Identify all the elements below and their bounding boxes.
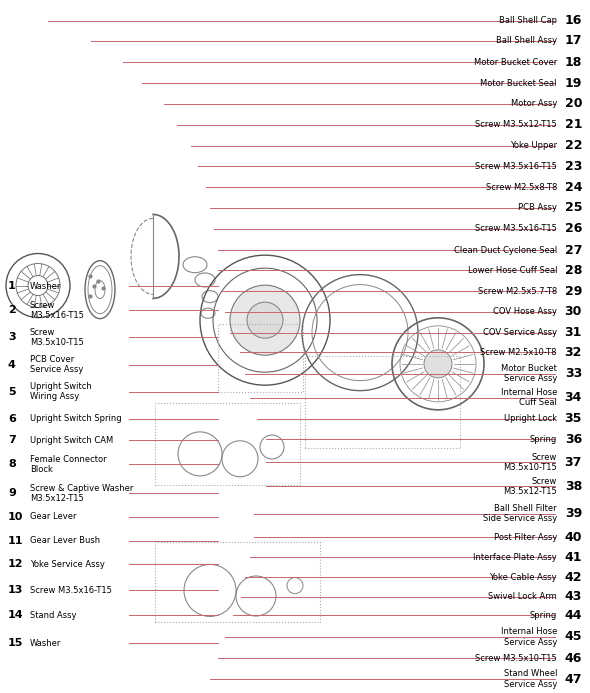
Text: Screw M3.5x16-T15: Screw M3.5x16-T15 [30,586,112,595]
Text: 39: 39 [565,507,582,520]
Text: Screw
M3.5x16-T15: Screw M3.5x16-T15 [30,301,84,320]
Text: Screw M2.5x8-T8: Screw M2.5x8-T8 [486,183,557,191]
Text: 19: 19 [565,77,582,89]
Text: 30: 30 [565,306,582,318]
Text: Upright Lock: Upright Lock [504,414,557,423]
Text: Washer: Washer [30,639,61,647]
Text: 40: 40 [565,531,582,543]
Text: 24: 24 [565,181,582,193]
Text: Motor Bucket Cover: Motor Bucket Cover [474,58,557,67]
Text: Screw M2.5x10-T8: Screw M2.5x10-T8 [480,348,557,356]
Text: 28: 28 [565,264,582,277]
Text: Ball Shell Assy: Ball Shell Assy [496,37,557,45]
Text: Motor Bucket
Service Assy: Motor Bucket Service Assy [501,364,557,383]
Text: 12: 12 [8,559,24,569]
Text: Gear Lever: Gear Lever [30,513,77,521]
Text: 41: 41 [565,551,582,563]
Text: Female Connector
Block: Female Connector Block [30,455,107,474]
Text: 42: 42 [565,571,582,584]
Text: Screw M3.5x16-T15: Screw M3.5x16-T15 [475,225,557,233]
Text: 23: 23 [565,160,582,173]
Text: 2: 2 [8,306,16,315]
Text: 46: 46 [565,652,582,665]
Text: Screw & Captive Washer
M3.5x12-T15: Screw & Captive Washer M3.5x12-T15 [30,484,133,503]
Text: Lower Hose Cuff Seal: Lower Hose Cuff Seal [467,266,557,274]
Text: Gear Lever Bush: Gear Lever Bush [30,536,100,545]
Text: Motor Assy: Motor Assy [510,100,557,108]
Text: Screw
M3.5x10-T15: Screw M3.5x10-T15 [30,328,84,347]
Text: 9: 9 [8,489,16,498]
Text: Screw M3.5x12-T15: Screw M3.5x12-T15 [476,121,557,129]
Text: 37: 37 [565,456,582,468]
Text: 15: 15 [8,638,24,648]
Text: Internal Hose
Service Assy: Internal Hose Service Assy [501,627,557,647]
Text: 8: 8 [8,459,16,469]
Text: 43: 43 [565,590,582,603]
Text: 6: 6 [8,414,16,423]
Text: Clean Duct Cyclone Seal: Clean Duct Cyclone Seal [454,246,557,254]
Text: 14: 14 [8,611,24,620]
Text: 1: 1 [8,281,16,291]
Text: 11: 11 [8,536,24,545]
Text: 13: 13 [8,586,24,595]
Text: 21: 21 [565,119,582,131]
Text: Yoke Service Assy: Yoke Service Assy [30,560,105,568]
Text: 25: 25 [565,202,582,214]
Text: Screw
M3.5x10-T15: Screw M3.5x10-T15 [503,453,557,472]
Text: Ball Shell Filter
Side Service Assy: Ball Shell Filter Side Service Assy [483,504,557,523]
Text: Spring: Spring [530,611,557,620]
Text: 38: 38 [565,480,582,493]
Circle shape [424,350,452,378]
Text: 7: 7 [8,435,16,445]
Text: 45: 45 [565,631,582,643]
Text: 4: 4 [8,360,16,369]
Text: Screw M3.5x10-T15: Screw M3.5x10-T15 [476,654,557,663]
Text: 20: 20 [565,98,582,110]
Text: Upright Switch
Wiring Assy: Upright Switch Wiring Assy [30,382,92,401]
Circle shape [247,302,283,338]
Text: Ball Shell Cap: Ball Shell Cap [499,17,557,25]
Text: Interface Plate Assy: Interface Plate Assy [473,553,557,561]
Text: COV Hose Assy: COV Hose Assy [493,308,557,316]
Text: 36: 36 [565,433,582,446]
Text: 29: 29 [565,285,582,297]
Text: 34: 34 [565,392,582,404]
Text: Screw M3.5x16-T15: Screw M3.5x16-T15 [475,162,557,170]
Text: PCB Assy: PCB Assy [518,204,557,212]
Text: Upright Switch CAM: Upright Switch CAM [30,436,113,444]
Text: Screw
M3.5x12-T15: Screw M3.5x12-T15 [503,477,557,496]
Text: 5: 5 [8,387,15,396]
Text: COV Service Assy: COV Service Assy [483,328,557,337]
Text: Screw M2.5x5.7-T8: Screw M2.5x5.7-T8 [478,287,557,295]
Text: Yoke Cable Assy: Yoke Cable Assy [489,573,557,581]
Text: 31: 31 [565,326,582,339]
Text: 44: 44 [565,609,582,622]
Text: Yoke Upper: Yoke Upper [510,141,557,150]
Text: Internal Hose
Cuff Seal: Internal Hose Cuff Seal [501,388,557,407]
Text: 32: 32 [565,346,582,358]
Text: 47: 47 [565,673,582,685]
Text: Washer: Washer [30,282,61,290]
Text: PCB Cover
Service Assy: PCB Cover Service Assy [30,355,83,374]
Text: Stand Assy: Stand Assy [30,611,77,620]
Text: 33: 33 [565,367,582,380]
Text: Post Filter Assy: Post Filter Assy [494,533,557,541]
Text: Upright Switch Spring: Upright Switch Spring [30,414,122,423]
Text: 18: 18 [565,56,582,69]
Text: Stand Wheel
Service Assy: Stand Wheel Service Assy [503,669,557,689]
Text: Spring: Spring [530,435,557,444]
Text: 10: 10 [8,512,24,522]
Text: 26: 26 [565,222,582,235]
Text: 35: 35 [565,412,582,425]
Circle shape [230,285,300,356]
Text: Motor Bucket Seal: Motor Bucket Seal [480,79,557,87]
Text: 17: 17 [565,35,582,47]
Text: 16: 16 [565,15,582,27]
Text: 22: 22 [565,139,582,152]
Text: 3: 3 [8,333,15,342]
Text: Swivel Lock Arm: Swivel Lock Arm [489,593,557,601]
Text: 27: 27 [565,244,582,256]
